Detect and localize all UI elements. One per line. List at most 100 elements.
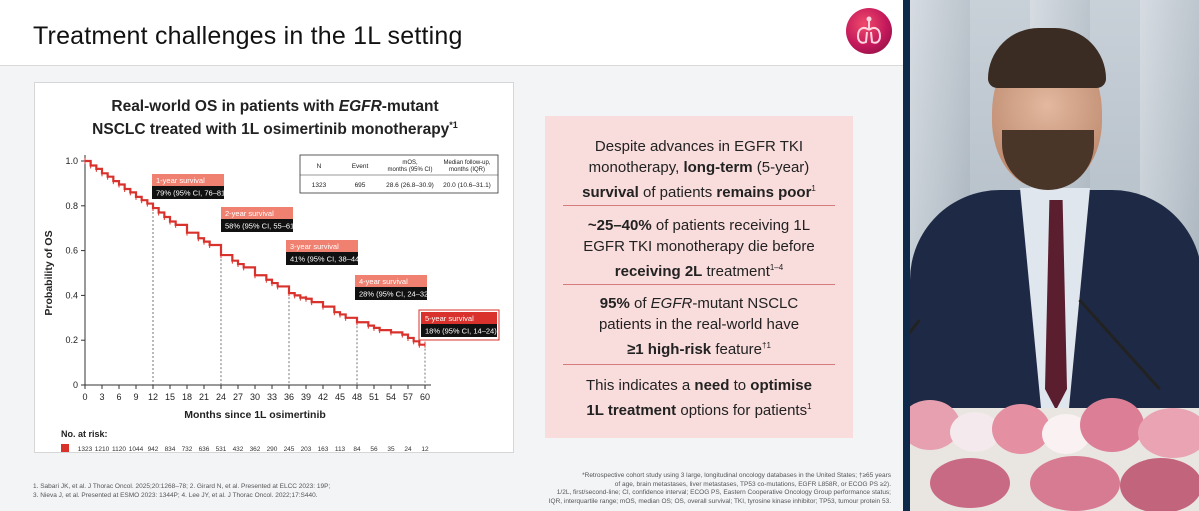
at-risk-value: 732: [182, 446, 193, 453]
divider: [563, 205, 835, 206]
x-tick-label: 12: [148, 392, 158, 402]
key-point-1: Despite advances in EGFR TKI monotherapy…: [582, 138, 816, 201]
lungs-logo-icon: [846, 8, 892, 54]
summary-table-header: N: [317, 163, 322, 170]
summary-table-cell: 1323: [312, 182, 327, 189]
x-tick-label: 39: [301, 392, 311, 402]
references-footnote: 1. Sabari JK, et al. J Thorac Oncol. 202…: [33, 483, 331, 499]
x-tick-label: 42: [318, 392, 328, 402]
flower-arrangement: [992, 404, 1050, 454]
at-risk-value: 1210: [95, 446, 110, 453]
summary-table-cell: 28.6 (26.8–30.9): [386, 182, 434, 189]
presentation-slide: Treatment challenges in the 1L setting R…: [0, 0, 903, 511]
at-risk-value: 942: [148, 446, 159, 453]
x-tick-label: 6: [116, 392, 121, 402]
flower-arrangement: [1138, 408, 1199, 458]
survival-value: 79% (95% CI, 76–81): [156, 189, 228, 198]
at-risk-value: 531: [216, 446, 227, 453]
x-axis-label: Months since 1L osimertinib: [184, 409, 326, 421]
x-tick-label: 9: [133, 392, 138, 402]
x-tick-label: 48: [352, 392, 362, 402]
survival-value: 58% (95% CI, 55–61): [225, 222, 297, 231]
km-curve-chart: 00.20.40.60.81.00 3 6 9 12 15 18 21 24 27 30 33 36 39…: [43, 154, 500, 453]
survival-value-box: [355, 287, 427, 300]
speaker-video-feed: [907, 0, 1199, 511]
at-risk-value: 1323: [78, 446, 93, 453]
x-tick-label: 60: [420, 392, 430, 402]
flower-arrangement: [930, 458, 1010, 508]
survival-value: 18% (95% CI, 14–24): [425, 327, 497, 336]
at-risk-value: 636: [199, 446, 210, 453]
survival-value-box: [421, 324, 497, 337]
survival-label: 1-year survival: [156, 176, 205, 185]
y-tick-label: 0.6: [65, 246, 78, 256]
y-tick-label: 0.2: [65, 335, 78, 345]
at-risk-value: 834: [165, 446, 176, 453]
summary-table-header: mOS,: [402, 160, 418, 166]
summary-table-header: months (IQR): [449, 167, 485, 173]
summary-table-header: months (95% CI): [387, 167, 432, 173]
x-tick-label: 57: [403, 392, 413, 402]
abbreviations-footnote: *Retrospective cohort study using 3 larg…: [548, 472, 891, 505]
key-point-4: This indicates a need to optimise 1L tre…: [586, 377, 812, 419]
x-tick-label: 36: [284, 392, 294, 402]
y-axis-label: Probability of OS: [43, 230, 55, 315]
x-tick-label: 45: [335, 392, 345, 402]
slide-header: Treatment challenges in the 1L setting: [0, 0, 903, 66]
x-tick-label: 18: [182, 392, 192, 402]
y-tick-label: 0: [73, 380, 78, 390]
flower-arrangement: [1030, 456, 1120, 511]
flower-arrangement: [1120, 458, 1199, 511]
survival-label: 5-year survival: [425, 314, 474, 323]
at-risk-value: 432: [233, 446, 244, 453]
survival-value-box: [152, 186, 224, 199]
y-tick-label: 1.0: [65, 156, 78, 166]
at-risk-value: 290: [267, 446, 278, 453]
at-risk-value: 84: [353, 446, 361, 453]
summary-table-cell: 695: [355, 182, 366, 189]
key-points-panel: Despite advances in EGFR TKI monotherapy…: [545, 116, 853, 438]
x-tick-label: 21: [199, 392, 209, 402]
x-tick-label: 3: [99, 392, 104, 402]
at-risk-value: 12: [421, 446, 429, 453]
key-point-3: 95% of EGFR-mutant NSCLC patients in the…: [598, 295, 800, 358]
y-tick-label: 0.4: [65, 290, 78, 300]
divider: [563, 284, 835, 285]
summary-table: [299, 154, 499, 194]
survival-label: 2-year survival: [225, 209, 274, 218]
survival-value-box: [286, 252, 358, 265]
x-tick-label: 0: [82, 392, 87, 402]
key-point-2: ~25–40% of patients receiving 1L EGFR TK…: [583, 217, 815, 280]
survival-label-box: [152, 174, 224, 186]
survival-label-box: [421, 312, 497, 324]
divider: [563, 364, 835, 365]
at-risk-value: 163: [318, 446, 329, 453]
x-tick-label: 27: [233, 392, 243, 402]
x-tick-label: 51: [369, 392, 379, 402]
at-risk-value: 56: [370, 446, 378, 453]
survival-label-box: [286, 240, 358, 252]
highlight-frame: [418, 309, 500, 341]
at-risk-value: 203: [301, 446, 312, 453]
x-tick-label: 15: [165, 392, 175, 402]
survival-label: 3-year survival: [290, 242, 339, 251]
x-tick-label: 30: [250, 392, 260, 402]
x-tick-label: 33: [267, 392, 277, 402]
survival-value: 41% (95% CI, 38–44): [290, 255, 362, 264]
summary-table-header: Median follow-up,: [443, 160, 490, 166]
podium: [910, 398, 1199, 511]
flower-arrangement: [950, 412, 1000, 452]
at-risk-value: 35: [387, 446, 395, 453]
survival-label-box: [355, 275, 427, 287]
at-risk-legend-swatch: [61, 444, 69, 452]
y-tick-label: 0.8: [65, 201, 78, 211]
slide-title: Treatment challenges in the 1L setting: [33, 22, 463, 50]
at-risk-value: 1044: [129, 446, 144, 453]
x-tick-label: 24: [216, 392, 226, 402]
speaker-hair: [988, 28, 1106, 88]
survival-value-box: [221, 219, 293, 232]
summary-table-cell: 20.0 (10.6–31.1): [443, 182, 491, 189]
km-chart-panel: Real-world OS in patients with EGFR-muta…: [34, 82, 514, 453]
speaker-tie: [1045, 200, 1067, 410]
at-risk-value: 113: [335, 446, 346, 453]
